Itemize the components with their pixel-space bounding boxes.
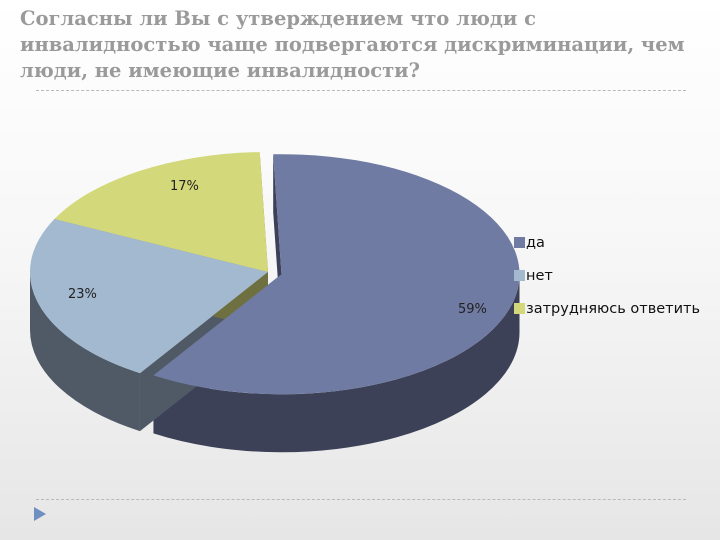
slide-title: Согласны ли Вы с утверждением что люди с… (20, 7, 685, 82)
pie-slice-2 (29, 219, 269, 374)
footer-divider (36, 499, 686, 500)
triangle-right-icon[interactable] (33, 506, 47, 522)
data-label-1: 59% (458, 302, 487, 317)
pie-slice-3 (54, 152, 268, 272)
legend-label-3: затрудняюсь ответить (526, 301, 700, 317)
legend-label-1: да (526, 235, 545, 251)
legend-label-2: нет (526, 268, 553, 284)
legend-swatch-3 (514, 303, 525, 314)
pie-slice-1 (153, 154, 520, 395)
data-label-3: 17% (170, 179, 199, 194)
legend-swatch-2 (514, 270, 525, 281)
title-divider (36, 90, 686, 91)
data-label-2: 23% (68, 287, 97, 302)
legend-swatch-1 (514, 237, 525, 248)
